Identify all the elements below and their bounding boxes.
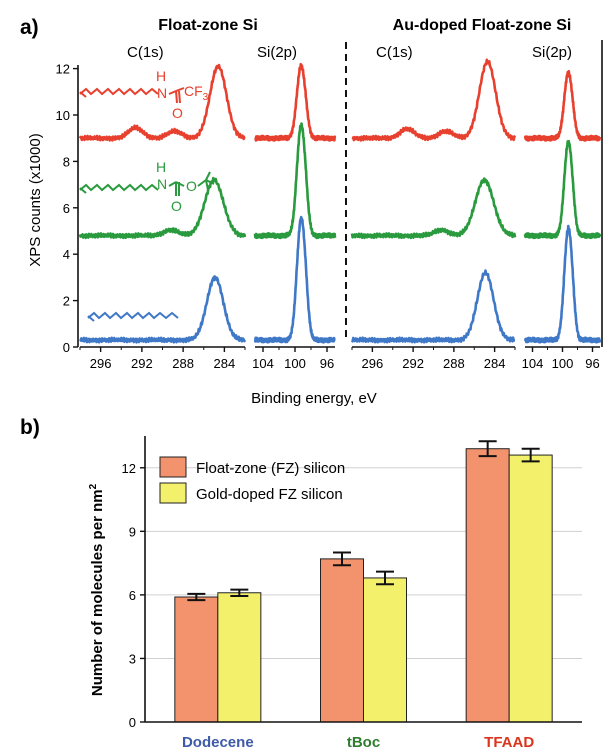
xps-x-tick-label: 292 — [402, 356, 424, 371]
xps-y-tick-label: 4 — [63, 247, 70, 262]
bar-y-tick-label: 12 — [122, 461, 136, 476]
xps-spectrum-green — [523, 139, 602, 240]
xps-axes: 296 292 288 284 104 100 96 296 292 288 284 104 100 96… — [56, 40, 603, 371]
bar-y-axis-title: Number of molecules per nm2 — [88, 483, 106, 696]
bar-axes: 0 3 6 9 12 Dodecene tBoc TFAAD — [122, 436, 582, 751]
tboc-tbu-bond — [197, 179, 207, 187]
tboc-h: H — [156, 159, 166, 175]
bar-tfaad-au — [508, 454, 553, 723]
xps-x-tick-label: 104 — [252, 356, 274, 371]
tboc-tbu-arm-2 — [205, 171, 211, 181]
xps-spectra — [78, 58, 602, 344]
category-label-tboc: tBoc — [347, 734, 380, 751]
legend-label: Gold-doped FZ silicon — [196, 486, 343, 503]
right-si2p-label: Si(2p) — [532, 44, 572, 61]
xps-y-tick-label: 10 — [56, 108, 70, 123]
tboc-bond-2 — [175, 181, 185, 187]
panel-b-letter: b) — [20, 416, 40, 439]
xps-y-tick-label: 8 — [63, 154, 70, 169]
xps-y-tick-label: 6 — [63, 201, 70, 216]
tboc-tbu-arm-3 — [205, 179, 209, 191]
bar-tboc-fz — [320, 558, 364, 723]
bar-tfaad-fz — [465, 448, 510, 723]
panel-a-letter: a) — [20, 16, 39, 39]
xps-x-tick-label: 96 — [585, 356, 599, 371]
bar-y-tick-label: 9 — [129, 524, 136, 539]
tfaad-h: H — [156, 68, 166, 84]
bar-y-tick-label: 6 — [129, 588, 136, 603]
tfaad-bond — [168, 90, 177, 95]
xps-x-tick-label: 292 — [131, 356, 153, 371]
xps-x-axis-title: Binding energy, eV — [251, 390, 377, 407]
tboc-o1: O — [171, 198, 182, 214]
tboc-molecule-drawing: H N O O — [79, 159, 215, 214]
bar-dodecene-au — [217, 592, 262, 723]
xps-spectrum-blue — [350, 269, 516, 344]
xps-x-tick-label: 288 — [443, 356, 465, 371]
xps-x-tick-label: 296 — [362, 356, 384, 371]
xps-x-tick-label: 100 — [552, 356, 574, 371]
category-label-tfaad: TFAAD — [484, 734, 534, 751]
xps-x-tick-label: 284 — [214, 356, 236, 371]
tfaad-chain — [79, 87, 159, 96]
tfaad-chain-end — [79, 91, 87, 98]
right-c1s-label: C(1s) — [376, 44, 413, 61]
xps-spectrum-red — [78, 63, 246, 142]
xps-spectrum-blue — [79, 275, 247, 344]
xps-x-tick-label: 96 — [320, 356, 334, 371]
bar-legend: Float-zone (FZ) silicon Gold-doped FZ sil… — [159, 456, 345, 504]
tfaad-bond-2 — [175, 87, 185, 92]
dodecene-chain — [87, 311, 179, 320]
tboc-bond — [168, 181, 177, 187]
tfaad-n: N — [157, 85, 167, 101]
bar-y-tick-label: 3 — [129, 651, 136, 666]
xps-spectrum-blue — [523, 224, 602, 344]
tfaad-co-bond-2 — [178, 90, 181, 104]
tfaad-cf3: CF3 — [184, 83, 209, 103]
bar-series — [174, 440, 553, 723]
xps-spectrum-green — [78, 176, 247, 240]
tboc-chain — [79, 183, 159, 192]
xps-y-tick-label: 0 — [63, 340, 70, 355]
left-c1s-label: C(1s) — [127, 44, 164, 61]
xps-spectrum-green — [350, 177, 517, 240]
tfaad-co-bond — [175, 90, 178, 104]
xps-spectrum-red — [351, 58, 517, 142]
tfaad-molecule-drawing: H N O CF3 — [79, 68, 209, 121]
dodecene-chain-end — [87, 315, 95, 322]
xps-spectrum-red — [523, 69, 602, 142]
tboc-tbu-arm-1 — [205, 179, 215, 185]
legend-swatch — [159, 456, 187, 478]
bar-tboc-au — [363, 577, 407, 723]
xps-y-axis-title: XPS counts (x1000) — [27, 133, 44, 266]
xps-y-tick-label: 12 — [56, 62, 70, 77]
xps-x-tick-label: 296 — [90, 356, 112, 371]
tboc-o2: O — [186, 178, 197, 194]
legend-label: Float-zone (FZ) silicon — [196, 460, 345, 477]
dodecene-molecule-drawing — [87, 311, 179, 322]
left-panel-title: Float-zone Si — [158, 17, 258, 34]
bar-dodecene-fz — [174, 596, 219, 723]
xps-y-tick-label: 2 — [63, 294, 70, 309]
tboc-chain-end — [79, 187, 87, 194]
xps-spectrum-green — [253, 122, 337, 240]
left-si2p-label: Si(2p) — [257, 44, 297, 61]
tboc-n: N — [157, 176, 167, 192]
right-panel-title: Au-doped Float-zone Si — [393, 17, 572, 34]
category-label-dodecene: Dodecene — [182, 734, 254, 751]
xps-x-tick-label: 100 — [284, 356, 306, 371]
bar-y-tick-label: 0 — [129, 715, 136, 730]
xps-x-tick-label: 288 — [172, 356, 194, 371]
xps-spectrum-red — [254, 62, 337, 142]
xps-x-tick-label: 104 — [522, 356, 544, 371]
xps-spectrum-blue — [253, 215, 336, 344]
xps-x-tick-label: 284 — [484, 356, 506, 371]
tfaad-o: O — [172, 105, 183, 121]
legend-swatch — [159, 482, 187, 504]
